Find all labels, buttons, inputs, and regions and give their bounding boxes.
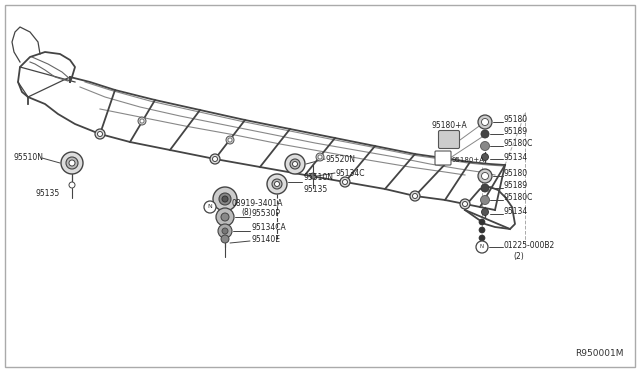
Text: 95135: 95135 (35, 189, 60, 198)
Text: 95530P: 95530P (251, 209, 280, 218)
Text: (2): (2) (513, 253, 524, 262)
Circle shape (216, 208, 234, 226)
Circle shape (413, 193, 417, 199)
Circle shape (340, 177, 350, 187)
Circle shape (221, 213, 229, 221)
Circle shape (478, 169, 492, 183)
Text: 95135: 95135 (303, 185, 327, 193)
Text: 95520N: 95520N (326, 154, 356, 164)
Text: 95134: 95134 (504, 153, 528, 161)
Circle shape (66, 157, 78, 169)
Circle shape (479, 227, 485, 233)
Text: R950001M: R950001M (575, 350, 623, 359)
Circle shape (481, 208, 488, 215)
Circle shape (460, 199, 470, 209)
Circle shape (95, 129, 105, 139)
Text: 08919-3401A: 08919-3401A (231, 199, 282, 208)
Text: N: N (480, 244, 484, 250)
Circle shape (218, 224, 232, 238)
Text: 95180C: 95180C (504, 140, 533, 148)
Circle shape (272, 179, 282, 189)
Circle shape (222, 228, 228, 234)
Circle shape (267, 174, 287, 194)
Text: 95134: 95134 (504, 208, 528, 217)
Circle shape (210, 154, 220, 164)
Text: 95180C: 95180C (504, 193, 533, 202)
Circle shape (222, 196, 228, 202)
FancyBboxPatch shape (435, 151, 451, 165)
Circle shape (69, 182, 75, 188)
Circle shape (479, 235, 485, 241)
Circle shape (290, 159, 300, 169)
Circle shape (481, 154, 488, 160)
Circle shape (481, 196, 490, 205)
Circle shape (481, 184, 489, 192)
Circle shape (481, 119, 488, 125)
Circle shape (226, 136, 234, 144)
Circle shape (316, 153, 324, 161)
Circle shape (61, 152, 83, 174)
Text: 95180+A: 95180+A (452, 157, 485, 163)
Text: 95510N: 95510N (14, 154, 44, 163)
Circle shape (478, 115, 492, 129)
Text: (8): (8) (241, 208, 252, 218)
Circle shape (140, 119, 144, 123)
Text: 95180+A: 95180+A (431, 121, 467, 129)
Circle shape (479, 219, 485, 225)
Circle shape (69, 160, 75, 166)
Text: 95180: 95180 (504, 170, 528, 179)
Circle shape (476, 241, 488, 253)
Circle shape (463, 202, 467, 206)
Text: 95189: 95189 (504, 128, 528, 137)
FancyBboxPatch shape (438, 131, 460, 148)
Text: 95140E: 95140E (251, 234, 280, 244)
Circle shape (221, 235, 229, 243)
Circle shape (318, 155, 322, 159)
Circle shape (219, 193, 231, 205)
Circle shape (292, 161, 298, 167)
Text: 01225-000B2: 01225-000B2 (504, 241, 556, 250)
Circle shape (481, 130, 489, 138)
Text: 95189: 95189 (504, 182, 528, 190)
Circle shape (285, 154, 305, 174)
Text: N: N (207, 205, 212, 209)
Text: 95510N: 95510N (303, 173, 333, 183)
Circle shape (410, 191, 420, 201)
Circle shape (481, 173, 488, 180)
Circle shape (275, 182, 280, 186)
Text: 95134C: 95134C (336, 169, 365, 177)
Circle shape (97, 131, 102, 137)
Circle shape (138, 117, 146, 125)
Circle shape (481, 141, 490, 151)
Circle shape (204, 201, 216, 213)
Text: 95180: 95180 (504, 115, 528, 125)
Circle shape (213, 187, 237, 211)
Text: 95134CA: 95134CA (251, 224, 285, 232)
Circle shape (310, 173, 316, 179)
Circle shape (228, 138, 232, 142)
Circle shape (212, 157, 218, 161)
Circle shape (342, 180, 348, 185)
